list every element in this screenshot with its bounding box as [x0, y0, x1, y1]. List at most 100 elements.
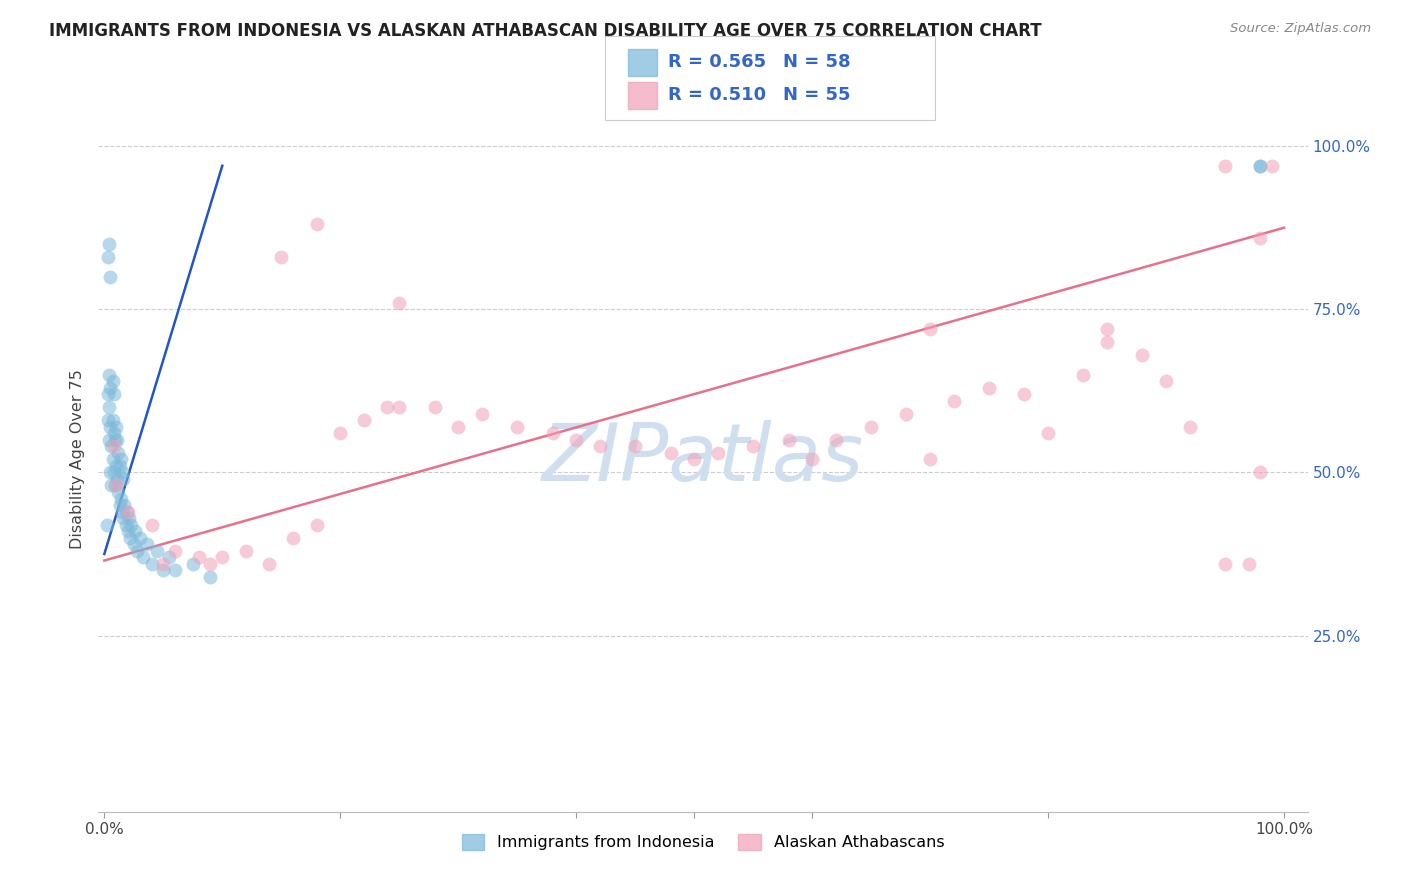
Point [112, 472, 135, 486]
Point [388, 295, 411, 310]
Point [101, 452, 124, 467]
Point [101, 374, 124, 388]
Point [896, 407, 918, 421]
Point [115, 505, 138, 519]
Point [920, 322, 942, 336]
Point [1249, 466, 1271, 480]
Point [96, 517, 118, 532]
Point [423, 400, 446, 414]
Point [120, 531, 142, 545]
Point [235, 543, 257, 558]
Text: N = 58: N = 58 [783, 54, 851, 71]
Point [111, 466, 134, 480]
Point [1237, 557, 1260, 571]
Point [1036, 426, 1059, 441]
Point [165, 543, 187, 558]
Point [98, 237, 121, 252]
Point [97, 387, 120, 401]
Point [270, 250, 292, 264]
Y-axis label: Disability Age Over 75: Disability Age Over 75 [70, 369, 86, 549]
Point [112, 511, 135, 525]
Point [860, 419, 883, 434]
Point [1014, 387, 1036, 401]
Point [1095, 334, 1118, 349]
Point [98, 368, 121, 382]
Point [388, 400, 411, 414]
Point [103, 426, 125, 441]
Text: Source: ZipAtlas.com: Source: ZipAtlas.com [1230, 22, 1371, 36]
Point [107, 446, 129, 460]
Point [141, 517, 163, 532]
Point [100, 478, 122, 492]
Point [110, 491, 132, 506]
Point [127, 543, 149, 558]
Point [181, 557, 204, 571]
Point [98, 466, 121, 480]
Point [1073, 368, 1095, 382]
Point [211, 550, 233, 565]
Point [977, 381, 1000, 395]
Point [146, 543, 169, 558]
Point [105, 478, 128, 492]
Legend: Immigrants from Indonesia, Alaskan Athabascans: Immigrants from Indonesia, Alaskan Athab… [456, 827, 950, 856]
Point [824, 433, 846, 447]
Point [778, 433, 800, 447]
Point [471, 407, 494, 421]
Point [742, 439, 765, 453]
Text: N = 55: N = 55 [783, 87, 851, 104]
Point [122, 537, 145, 551]
Point [1261, 159, 1284, 173]
Point [187, 550, 209, 565]
Point [565, 433, 588, 447]
Point [103, 387, 125, 401]
Point [111, 505, 134, 519]
Point [659, 446, 682, 460]
Point [141, 557, 163, 571]
Point [124, 524, 146, 538]
Point [100, 439, 122, 453]
Point [506, 419, 529, 434]
Point [1213, 159, 1236, 173]
Point [98, 269, 121, 284]
Point [110, 452, 132, 467]
Point [305, 517, 328, 532]
Point [112, 498, 135, 512]
Point [259, 557, 281, 571]
Point [101, 413, 124, 427]
Point [135, 537, 157, 551]
Point [105, 433, 128, 447]
Point [98, 419, 121, 434]
Point [132, 550, 155, 565]
Point [305, 218, 328, 232]
Point [118, 511, 141, 525]
Point [706, 446, 728, 460]
Point [1178, 419, 1201, 434]
Point [108, 458, 131, 473]
Point [128, 531, 150, 545]
Point [117, 524, 139, 538]
Point [683, 452, 706, 467]
Point [104, 433, 127, 447]
Point [152, 557, 174, 571]
Point [1249, 159, 1271, 173]
Point [589, 439, 612, 453]
Point [1249, 159, 1271, 173]
Point [624, 439, 647, 453]
Point [541, 426, 564, 441]
Point [105, 458, 128, 473]
Point [97, 250, 120, 264]
Point [105, 472, 128, 486]
Point [801, 452, 824, 467]
Point [114, 517, 136, 532]
Text: R = 0.565: R = 0.565 [668, 54, 766, 71]
Point [103, 439, 125, 453]
Point [1249, 230, 1271, 244]
Text: ZIPatlas: ZIPatlas [541, 420, 865, 499]
Point [1095, 322, 1118, 336]
Point [920, 452, 942, 467]
Point [165, 563, 187, 577]
Point [157, 550, 180, 565]
Text: R = 0.510: R = 0.510 [668, 87, 766, 104]
Point [1154, 374, 1177, 388]
Point [98, 400, 121, 414]
